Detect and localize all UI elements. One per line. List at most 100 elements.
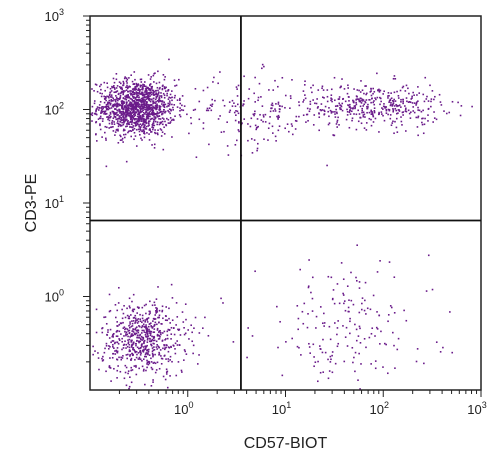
data-point [140,335,143,338]
data-point [160,100,163,103]
data-point [99,128,102,131]
data-point [167,346,170,348]
data-point [129,102,131,104]
data-point [358,352,360,355]
data-point [406,100,408,103]
data-point [390,124,393,127]
data-point [97,357,100,359]
data-point [161,100,164,102]
data-point [148,95,150,98]
data-point [131,116,134,118]
data-point [121,88,123,91]
data-point [269,110,272,113]
data-point [138,340,140,343]
data-point [307,286,310,289]
data-point [402,114,404,116]
data-point [352,303,355,306]
data-point [134,85,137,88]
data-point [371,113,374,116]
data-point [163,96,166,99]
data-point [129,353,131,356]
data-point [299,268,301,271]
data-point [125,384,128,387]
data-point [139,340,142,343]
data-point [202,89,205,92]
data-point [159,128,162,130]
data-point [114,100,117,103]
data-point [96,107,98,110]
data-point [147,97,150,99]
data-point [125,331,128,334]
data-point [170,333,173,335]
data-point [390,103,392,106]
data-point [173,104,176,106]
data-point [338,124,340,126]
data-point [145,355,147,358]
data-point [340,86,342,88]
data-point [356,98,359,100]
data-point [367,106,369,108]
data-point [136,319,138,321]
data-point [114,88,116,90]
data-point [152,97,155,100]
data-point [107,95,110,98]
data-point [384,107,386,109]
data-point [158,98,160,101]
data-point [104,347,106,350]
data-point [120,106,123,108]
data-point [124,95,126,98]
data-point [148,104,151,106]
data-point [166,105,168,108]
data-point [116,377,118,379]
data-point [140,126,142,128]
data-point [109,346,111,348]
data-point [125,94,128,97]
data-point [121,317,124,320]
data-point [124,114,126,116]
data-point [130,92,133,95]
data-point [129,359,132,361]
data-point [147,350,150,353]
data-point [105,139,107,141]
data-point [137,102,139,105]
data-point [135,350,138,353]
data-point [134,98,137,100]
data-point [144,88,147,90]
data-point [368,336,371,339]
data-point [153,147,156,149]
data-point [118,339,121,342]
data-point [130,346,133,348]
data-point [315,102,318,105]
data-point [125,334,127,337]
data-point [170,346,172,348]
data-point [125,105,127,108]
data-point [136,336,138,339]
data-point [109,103,112,106]
data-point [129,110,132,113]
data-point [170,119,173,122]
data-point [170,326,173,329]
data-point [105,103,108,106]
data-point [334,322,336,324]
data-point [242,104,244,107]
data-point [150,330,153,333]
data-point [108,99,111,102]
data-point [404,105,406,107]
data-point [120,358,123,361]
data-point [272,110,275,112]
data-point [148,323,151,325]
data-point [349,109,351,112]
data-point [378,131,380,133]
data-point [119,139,122,141]
data-point [104,131,106,134]
data-point [126,82,128,84]
data-point [155,104,157,107]
data-point [392,77,395,80]
data-point [388,261,391,263]
data-point [146,95,149,98]
data-point [364,281,367,284]
data-point [323,325,325,327]
data-point [134,87,137,90]
data-point [139,108,142,111]
data-point [336,345,339,348]
